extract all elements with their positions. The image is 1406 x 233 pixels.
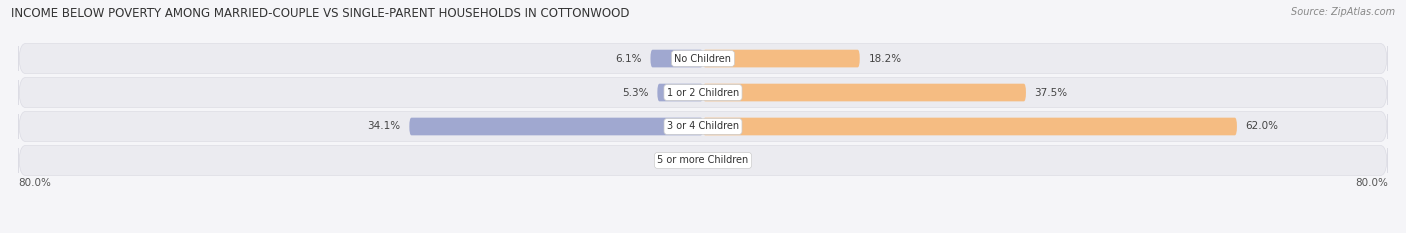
Text: 1 or 2 Children: 1 or 2 Children <box>666 88 740 98</box>
Text: 34.1%: 34.1% <box>367 121 401 131</box>
Text: 5 or more Children: 5 or more Children <box>658 155 748 165</box>
Text: 0.0%: 0.0% <box>724 155 751 165</box>
Text: 5.3%: 5.3% <box>623 88 648 98</box>
FancyBboxPatch shape <box>18 78 1388 107</box>
Text: 0.0%: 0.0% <box>655 155 682 165</box>
FancyBboxPatch shape <box>18 146 1388 175</box>
Text: INCOME BELOW POVERTY AMONG MARRIED-COUPLE VS SINGLE-PARENT HOUSEHOLDS IN COTTONW: INCOME BELOW POVERTY AMONG MARRIED-COUPL… <box>11 7 630 20</box>
FancyBboxPatch shape <box>703 84 1026 101</box>
Text: 6.1%: 6.1% <box>616 54 643 64</box>
FancyBboxPatch shape <box>409 118 703 135</box>
FancyBboxPatch shape <box>703 50 859 67</box>
Text: 62.0%: 62.0% <box>1246 121 1278 131</box>
Text: No Children: No Children <box>675 54 731 64</box>
FancyBboxPatch shape <box>18 112 1388 141</box>
Text: 18.2%: 18.2% <box>869 54 901 64</box>
Text: 3 or 4 Children: 3 or 4 Children <box>666 121 740 131</box>
FancyBboxPatch shape <box>18 44 1388 73</box>
FancyBboxPatch shape <box>703 118 1237 135</box>
Text: Source: ZipAtlas.com: Source: ZipAtlas.com <box>1291 7 1395 17</box>
Text: 37.5%: 37.5% <box>1035 88 1067 98</box>
Text: 80.0%: 80.0% <box>1355 178 1388 188</box>
Text: 80.0%: 80.0% <box>18 178 51 188</box>
FancyBboxPatch shape <box>651 50 703 67</box>
FancyBboxPatch shape <box>658 84 703 101</box>
